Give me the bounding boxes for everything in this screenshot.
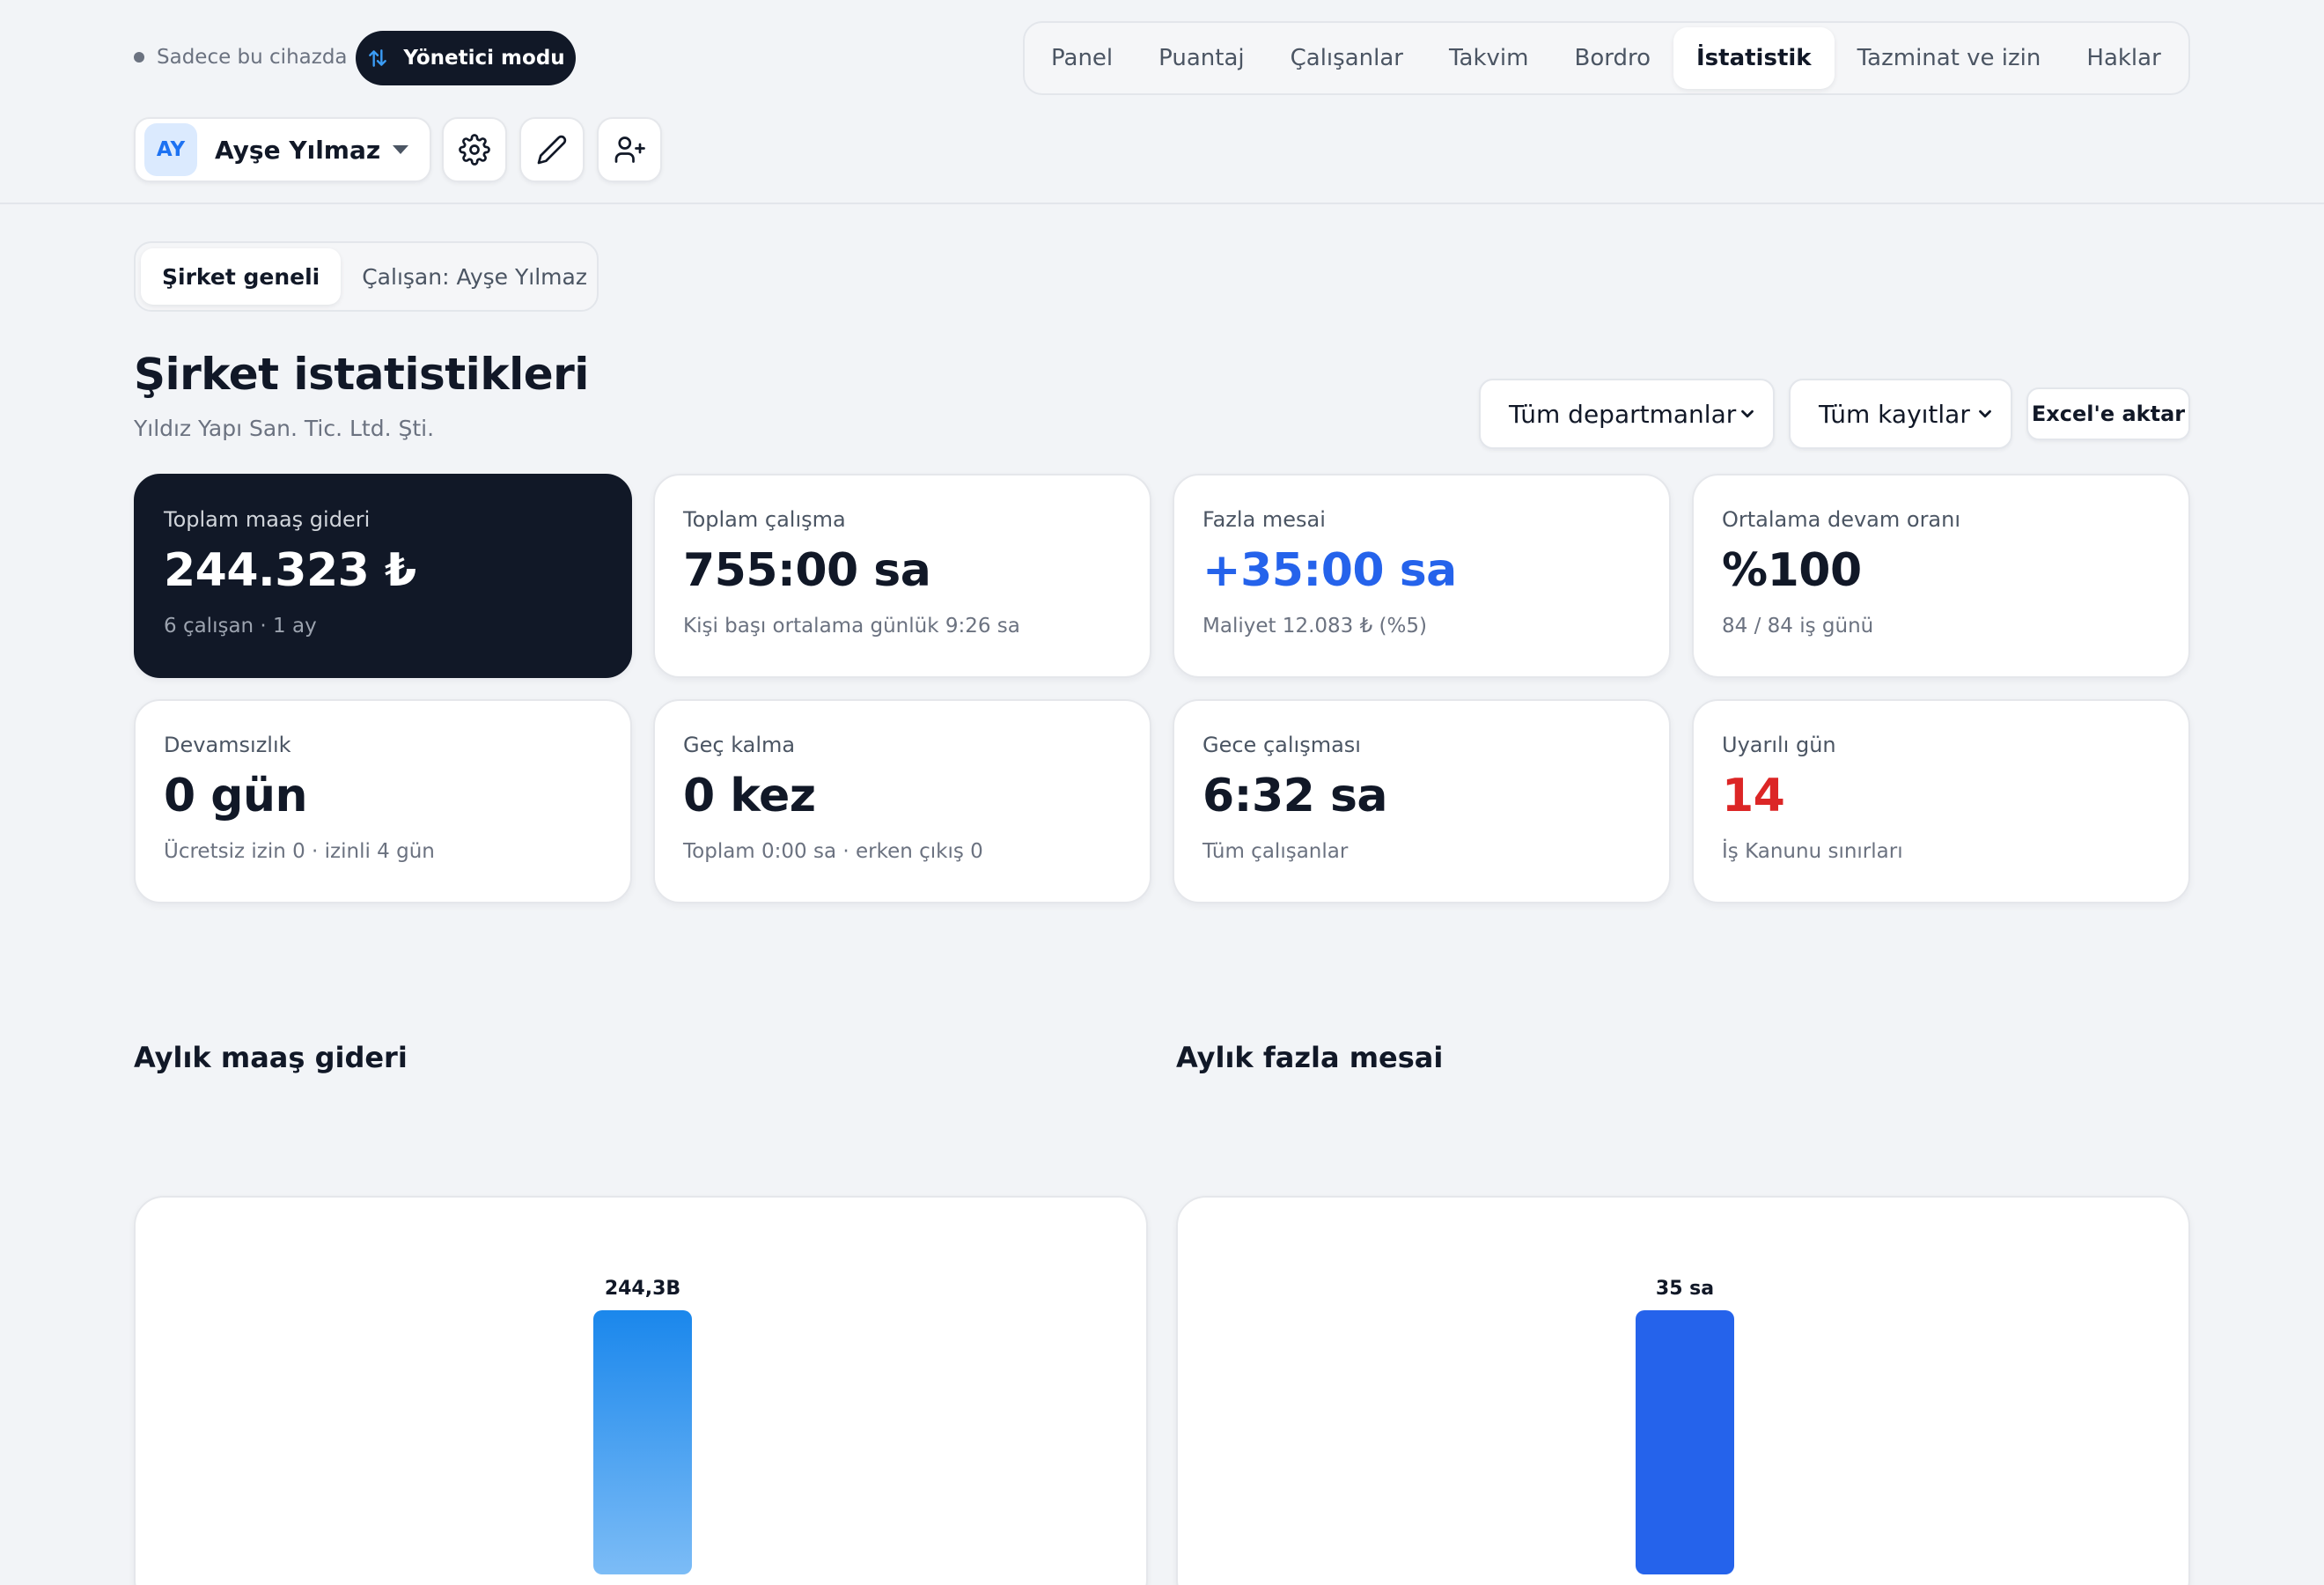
stat-value: 14 <box>1722 770 1785 822</box>
stat-value: 755:00 sa <box>683 544 931 597</box>
overtime-chart: 35 sa <box>1636 1278 1734 1574</box>
department-select-value: Tüm departmanlar <box>1509 399 1737 429</box>
scope-tabs: Şirket geneli Çalışan: Ayşe Yılmaz <box>134 241 599 312</box>
add-user-button[interactable] <box>597 117 662 182</box>
stat-sub: 6 çalışan · 1 ay <box>164 615 317 638</box>
stat-value: 6:32 sa <box>1202 770 1387 822</box>
stat-card-total-work: Toplam çalışma 755:00 sa Kişi başı ortal… <box>653 474 1151 678</box>
chevron-down-icon <box>1979 409 1991 418</box>
stat-sub: Ücretsiz izin 0 · izinli 4 gün <box>164 840 435 863</box>
stat-card-salary: Toplam maaş gideri 244.323 ₺ 6 çalışan ·… <box>134 474 632 678</box>
edit-button[interactable] <box>519 117 585 182</box>
settings-button[interactable] <box>442 117 507 182</box>
stat-label: Ortalama devam oranı <box>1722 507 1961 532</box>
gear-icon <box>459 134 490 166</box>
stat-value: %100 <box>1722 544 1862 597</box>
caret-down-icon <box>393 145 408 154</box>
salary-chart-title: Aylık maaş gideri <box>134 1041 408 1074</box>
stat-sub: Tüm çalışanlar <box>1202 840 1349 863</box>
records-select[interactable]: Tüm kayıtlar <box>1789 379 2012 449</box>
tab-employee[interactable]: Çalışan: Ayşe Yılmaz <box>362 263 587 290</box>
swap-arrows-icon <box>369 49 387 67</box>
page-subtitle: Yıldız Yapı San. Tic. Ltd. Şti. <box>134 416 435 441</box>
stat-card-attendance: Ortalama devam oranı %100 84 / 84 iş gün… <box>1692 474 2190 678</box>
chart-data-label: 35 sa <box>1656 1278 1714 1300</box>
stat-card-lateness: Geç kalma 0 kez Toplam 0:00 sa · erken ç… <box>653 699 1151 903</box>
nav-tab-panel[interactable]: Panel <box>1051 45 1114 71</box>
stat-sub: Toplam 0:00 sa · erken çıkış 0 <box>683 840 983 863</box>
pencil-icon <box>537 135 567 165</box>
admin-mode-button[interactable]: Yönetici modu <box>356 31 576 85</box>
stat-label: Uyarılı gün <box>1722 733 1836 757</box>
avatar: AY <box>144 123 197 176</box>
chevron-down-icon <box>1741 409 1754 418</box>
tab-company-wide[interactable]: Şirket geneli <box>141 248 342 305</box>
stat-sub: Kişi başı ortalama günlük 9:26 sa <box>683 615 1020 638</box>
stat-label: Toplam çalışma <box>683 507 846 532</box>
overtime-chart-title: Aylık fazla mesai <box>1176 1041 1444 1074</box>
salary-bars: 244,3B <box>593 1278 692 1574</box>
stat-card-absence: Devamsızlık 0 gün Ücretsiz izin 0 · izin… <box>134 699 632 903</box>
stat-sub: Maliyet 12.083 ₺ (%5) <box>1202 615 1427 638</box>
stat-sub: 84 / 84 iş günü <box>1722 615 1874 638</box>
page-title: Şirket istatistikleri <box>134 349 589 400</box>
chart-bar <box>1636 1310 1734 1574</box>
status-dot-icon <box>134 52 144 63</box>
salary-chart-card: 244,3B <box>134 1196 1148 1585</box>
nav-tab-takvim[interactable]: Takvim <box>1448 45 1529 71</box>
stat-label: Gece çalışması <box>1202 733 1361 757</box>
nav-tab-istatistik[interactable]: İstatistik <box>1673 27 1835 89</box>
stat-value: 244.323 ₺ <box>164 544 416 597</box>
stat-value: +35:00 sa <box>1202 544 1457 597</box>
device-note: Sadece bu cihazda <box>134 42 348 72</box>
top-bar <box>0 0 2324 204</box>
stat-card-overtime: Fazla mesai +35:00 sa Maliyet 12.083 ₺ (… <box>1173 474 1671 678</box>
chart-data-label: 244,3B <box>605 1278 680 1300</box>
stat-card-warning-days: Uyarılı gün 14 İş Kanunu sınırları <box>1692 699 2190 903</box>
salary-chart: 244,3B <box>593 1278 692 1574</box>
stat-label: Geç kalma <box>683 733 796 757</box>
stat-label: Devamsızlık <box>164 733 291 757</box>
stat-sub: İş Kanunu sınırları <box>1722 840 1903 863</box>
overtime-bars: 35 sa <box>1636 1278 1734 1574</box>
stat-label: Toplam maaş gideri <box>164 507 371 532</box>
user-selector[interactable]: AY Ayşe Yılmaz <box>134 117 431 182</box>
chart-bar <box>593 1310 692 1574</box>
user-plus-icon <box>614 136 645 163</box>
nav-tab-haklar[interactable]: Haklar <box>2086 45 2161 71</box>
nav-tab-calisanlar[interactable]: Çalışanlar <box>1290 45 1403 71</box>
nav-tab-tazminat[interactable]: Tazminat ve izin <box>1857 45 2041 71</box>
stat-value: 0 gün <box>164 770 308 822</box>
admin-mode-label: Yönetici modu <box>403 47 565 70</box>
main-nav: Panel Puantaj Çalışanlar Takvim Bordro İ… <box>1023 21 2190 95</box>
nav-tab-bordro[interactable]: Bordro <box>1574 45 1651 71</box>
overtime-chart-card: 35 sa <box>1176 1196 2190 1585</box>
device-note-label: Sadece bu cihazda <box>157 46 348 69</box>
department-select[interactable]: Tüm departmanlar <box>1479 379 1775 449</box>
nav-tab-puantaj[interactable]: Puantaj <box>1158 45 1245 71</box>
records-select-value: Tüm kayıtlar <box>1819 399 1970 429</box>
stat-value: 0 kez <box>683 770 816 822</box>
user-name: Ayşe Yılmaz <box>215 135 381 165</box>
export-excel-button[interactable]: Excel'e aktar <box>2026 387 2190 440</box>
stat-card-night-work: Gece çalışması 6:32 sa Tüm çalışanlar <box>1173 699 1671 903</box>
stat-label: Fazla mesai <box>1202 507 1326 532</box>
